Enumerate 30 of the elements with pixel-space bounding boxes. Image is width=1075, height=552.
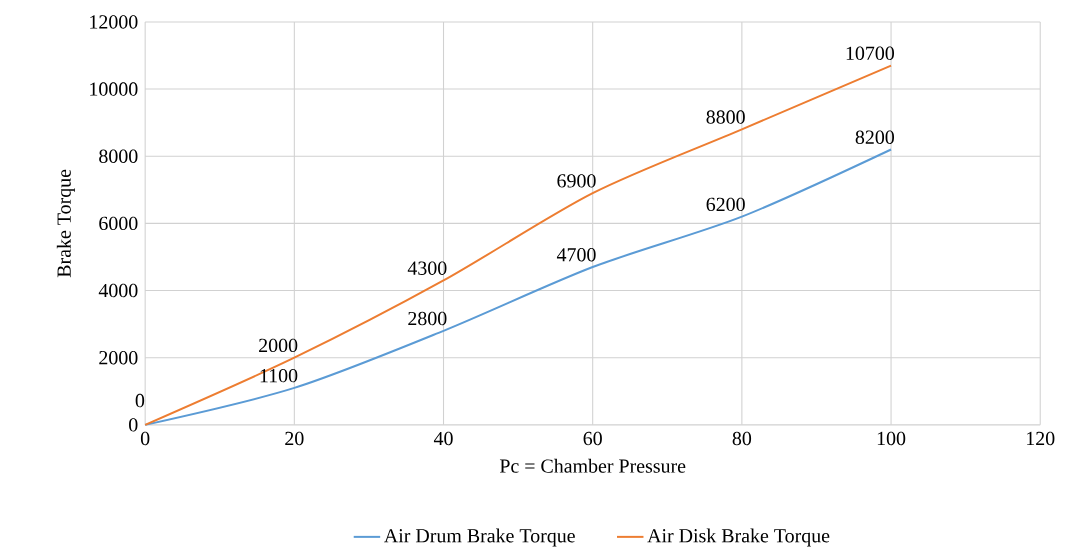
data-label: 2800 <box>408 311 447 326</box>
legend-label: Air Disk Brake Torque <box>647 528 830 547</box>
x-tick-label: 20 <box>285 431 304 446</box>
y-tick-label: 10000 <box>90 82 138 96</box>
x-tick-label: 40 <box>433 431 453 446</box>
y-tick-label: 12000 <box>90 15 138 29</box>
x-tick-label: 60 <box>583 431 602 446</box>
x-tick-label: 100 <box>877 431 906 446</box>
data-label: 10700 <box>846 46 895 61</box>
y-tick-label: 6000 <box>99 216 138 231</box>
y-tick-label: 2000 <box>99 351 138 365</box>
x-tick-label: 0 <box>140 431 150 446</box>
x-tick-label: 80 <box>732 431 752 446</box>
y-axis-title: Brake Torque <box>56 169 75 278</box>
data-label: 8800 <box>706 110 745 124</box>
y-tick-label: 4000 <box>98 283 138 298</box>
y-tick-label: 0 <box>129 418 138 432</box>
x-axis-title: Pc = Chamber Pressure <box>499 458 686 473</box>
data-label: 4300 <box>407 261 447 275</box>
y-tick-label: 8000 <box>99 149 138 164</box>
data-label: 2000 <box>259 338 298 353</box>
data-label: 8200 <box>855 130 895 144</box>
line-series <box>144 148 893 426</box>
data-label: 6900 <box>557 174 596 188</box>
legend-label: Air Drum Brake Torque <box>384 528 575 547</box>
x-tick-label: 120 <box>1027 431 1055 446</box>
data-label: 1100 <box>260 368 298 383</box>
data-label: 4700 <box>556 248 596 262</box>
line-series <box>144 64 893 426</box>
data-label: 6200 <box>706 197 745 212</box>
